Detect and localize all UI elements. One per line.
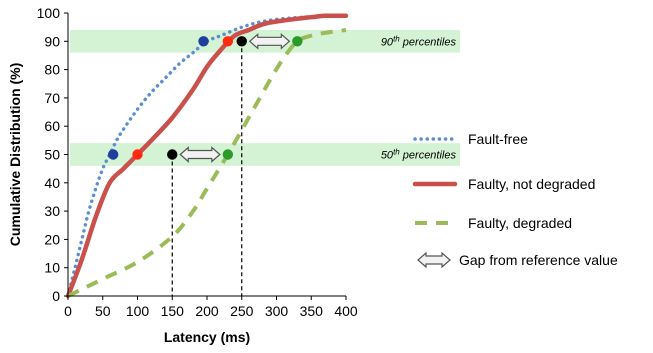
legend-label: Fault-free: [468, 131, 528, 147]
y-tick-label: 60: [44, 118, 60, 134]
axes: [64, 12, 347, 300]
percentile-marker: [292, 36, 303, 47]
legend-label: Gap from reference value: [459, 252, 618, 268]
y-tick-label: 20: [44, 231, 60, 247]
y-tick-label: 50: [44, 147, 60, 163]
y-tick-label: 40: [44, 175, 60, 191]
legend-label: Faulty, degraded: [468, 215, 572, 231]
y-tick-label: 0: [52, 288, 60, 304]
percentile-marker: [222, 36, 234, 47]
gap-arrow: [179, 146, 221, 163]
percentile-marker: [167, 149, 178, 160]
y-tick-label: 10: [44, 260, 60, 276]
x-tick-label: 300: [265, 303, 289, 319]
x-tick-label: 0: [64, 303, 72, 319]
y-tick-label: 100: [37, 5, 61, 21]
reference-lines: [171, 41, 243, 296]
percentile-marker: [236, 36, 247, 47]
x-tick-label: 350: [300, 303, 324, 319]
y-axis-label: Cumulative Distribution (%): [7, 63, 23, 247]
y-tick-label: 80: [44, 62, 60, 78]
x-tick-label: 200: [195, 303, 219, 319]
series-line: [65, 13, 349, 299]
tick-labels: 0 10 20 30 40 50 60 70 80 90 100 0 50 100 150 200 250 300…: [37, 5, 358, 319]
series-line: [66, 13, 348, 298]
y-tick-label: 90: [44, 33, 60, 49]
x-tick-label: 250: [230, 303, 254, 319]
percentile-bands: 90th percentiles 50th percentiles: [70, 29, 460, 166]
series-line: [67, 28, 347, 298]
gap-arrow: [248, 32, 291, 50]
legend: Fault-free Faulty, not degraded Faulty, de…: [412, 131, 618, 269]
percentile-band-label: 90th percentiles: [381, 34, 457, 48]
series-lines: [65, 13, 349, 299]
legend-swatch-arrow: [417, 251, 451, 269]
x-axis-label: Latency (ms): [164, 329, 250, 345]
gap-arrows: [179, 32, 291, 163]
y-tick-label: 70: [44, 90, 60, 106]
percentile-marker: [107, 149, 119, 160]
x-tick-label: 100: [126, 303, 150, 319]
percentile-band: [70, 143, 460, 166]
x-tick-label: 150: [161, 303, 185, 319]
x-tick-label: 400: [334, 303, 358, 319]
percentile-marker: [198, 36, 209, 47]
x-tick-label: 50: [95, 303, 111, 319]
legend-label: Faulty, not degraded: [468, 176, 595, 192]
percentile-marker: [132, 149, 143, 160]
percentile-marker: [222, 149, 234, 160]
percentile-band-label: 50th percentiles: [381, 148, 457, 162]
y-tick-label: 30: [44, 203, 60, 219]
percentile-markers: [107, 36, 303, 160]
